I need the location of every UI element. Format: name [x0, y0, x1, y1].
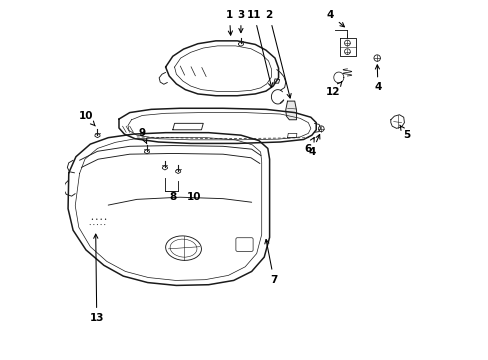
Text: 12: 12	[325, 82, 341, 97]
Text: 6: 6	[304, 138, 314, 154]
Text: 3: 3	[237, 10, 244, 33]
Text: 11: 11	[246, 10, 272, 87]
Polygon shape	[172, 123, 203, 130]
Text: 10: 10	[186, 192, 201, 202]
Text: 4: 4	[326, 10, 344, 27]
Text: 2: 2	[265, 10, 290, 98]
Text: 1: 1	[225, 10, 233, 35]
Text: 4: 4	[373, 65, 381, 93]
Polygon shape	[285, 101, 296, 120]
Text: • • • • •: • • • • •	[88, 223, 105, 227]
Text: • • • •: • • • •	[91, 217, 107, 222]
Text: 8: 8	[169, 192, 176, 202]
Text: 7: 7	[264, 239, 277, 285]
Text: 10: 10	[79, 111, 95, 126]
Text: 4: 4	[307, 135, 319, 157]
Polygon shape	[287, 134, 296, 138]
Text: 5: 5	[399, 125, 410, 140]
Text: 9: 9	[139, 129, 146, 144]
Text: 13: 13	[89, 234, 104, 323]
